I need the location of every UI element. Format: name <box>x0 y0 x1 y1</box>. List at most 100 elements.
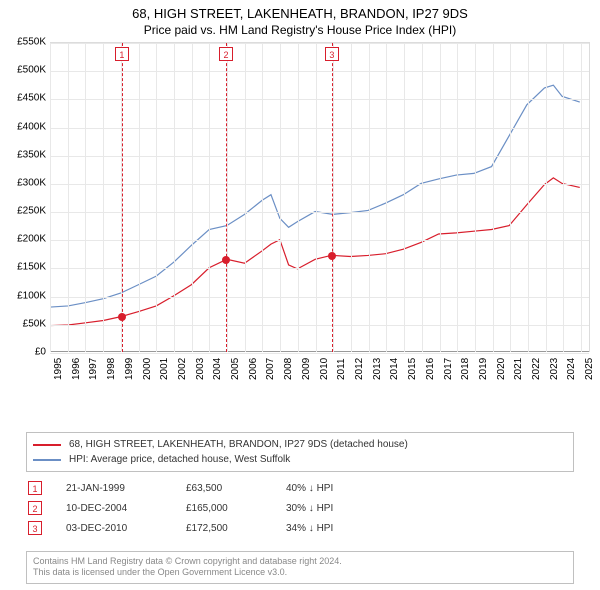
marker-line <box>122 43 123 352</box>
gridline-v <box>68 43 69 352</box>
legend-row-property: 68, HIGH STREET, LAKENHEATH, BRANDON, IP… <box>33 437 567 452</box>
marker-line <box>332 43 333 352</box>
xtick-label: 2000 <box>142 358 153 380</box>
xtick-label: 2012 <box>354 358 365 380</box>
xtick-label: 2003 <box>195 358 206 380</box>
marker-table: 121-JAN-1999£63,50040% ↓ HPI210-DEC-2004… <box>26 478 574 538</box>
gridline-v <box>103 43 104 352</box>
gridline-v <box>457 43 458 352</box>
xtick-label: 2018 <box>460 358 471 380</box>
xtick-label: 2011 <box>336 358 347 380</box>
gridline-v <box>510 43 511 352</box>
chart-area: 123 £0£50K£100K£150K£200K£250K£300K£350K… <box>0 42 600 392</box>
marker-table-price: £63,500 <box>186 483 286 494</box>
xtick-label: 1996 <box>71 358 82 380</box>
marker-point <box>222 256 230 264</box>
xtick-label: 2014 <box>389 358 400 380</box>
legend-row-hpi: HPI: Average price, detached house, West… <box>33 452 567 467</box>
xtick-label: 2022 <box>531 358 542 380</box>
gridline-h <box>50 99 589 100</box>
ytick-label: £550K <box>17 37 46 48</box>
xtick-label: 2017 <box>443 358 454 380</box>
gridline-v <box>139 43 140 352</box>
gridline-v <box>493 43 494 352</box>
xtick-label: 2023 <box>549 358 560 380</box>
gridline-v <box>227 43 228 352</box>
footer-line2: This data is licensed under the Open Gov… <box>33 567 567 579</box>
chart-title: 68, HIGH STREET, LAKENHEATH, BRANDON, IP… <box>0 6 600 21</box>
xtick-label: 1995 <box>53 358 64 380</box>
legend-swatch-hpi <box>33 459 61 461</box>
footer: Contains HM Land Registry data © Crown c… <box>26 551 574 584</box>
chart-subtitle: Price paid vs. HM Land Registry's House … <box>0 23 600 37</box>
legend-series-box: 68, HIGH STREET, LAKENHEATH, BRANDON, IP… <box>26 432 574 472</box>
gridline-v <box>440 43 441 352</box>
xtick-label: 2020 <box>496 358 507 380</box>
ytick-label: £250K <box>17 206 46 217</box>
ytick-label: £200K <box>17 234 46 245</box>
marker-box: 2 <box>219 47 233 61</box>
ytick-label: £300K <box>17 177 46 188</box>
gridline-h <box>50 325 589 326</box>
marker-table-row: 303-DEC-2010£172,50034% ↓ HPI <box>26 518 574 538</box>
gridline-h <box>50 71 589 72</box>
gridline-v <box>563 43 564 352</box>
ytick-label: £150K <box>17 262 46 273</box>
gridline-h <box>50 268 589 269</box>
xtick-label: 2019 <box>478 358 489 380</box>
marker-table-row: 210-DEC-2004£165,00030% ↓ HPI <box>26 498 574 518</box>
gridline-v <box>404 43 405 352</box>
legend-swatch-property <box>33 444 61 446</box>
xtick-label: 1998 <box>106 358 117 380</box>
gridline-v <box>245 43 246 352</box>
marker-table-box: 1 <box>28 481 42 495</box>
xtick-label: 1997 <box>88 358 99 380</box>
ytick-label: £400K <box>17 121 46 132</box>
xtick-label: 2016 <box>425 358 436 380</box>
legend-label-hpi: HPI: Average price, detached house, West… <box>69 454 290 465</box>
gridline-v <box>50 43 51 352</box>
marker-table-delta: 30% ↓ HPI <box>286 503 406 514</box>
plot-area: 1 2 3 <box>50 42 590 352</box>
marker-point <box>328 252 336 260</box>
footer-line1: Contains HM Land Registry data © Crown c… <box>33 556 567 568</box>
gridline-v <box>422 43 423 352</box>
xtick-label: 2024 <box>566 358 577 380</box>
title-block: 68, HIGH STREET, LAKENHEATH, BRANDON, IP… <box>0 0 600 39</box>
gridline-v <box>528 43 529 352</box>
marker-table-delta: 40% ↓ HPI <box>286 483 406 494</box>
gridline-v <box>369 43 370 352</box>
gridline-v <box>156 43 157 352</box>
xtick-label: 2005 <box>230 358 241 380</box>
gridline-v <box>333 43 334 352</box>
xtick-label: 2013 <box>372 358 383 380</box>
gridline-v <box>192 43 193 352</box>
legend: 68, HIGH STREET, LAKENHEATH, BRANDON, IP… <box>26 432 574 538</box>
marker-line <box>226 43 227 352</box>
xtick-label: 2001 <box>159 358 170 380</box>
marker-table-box: 2 <box>28 501 42 515</box>
ytick-label: £50K <box>23 318 46 329</box>
chart-container: 68, HIGH STREET, LAKENHEATH, BRANDON, IP… <box>0 0 600 590</box>
gridline-v <box>316 43 317 352</box>
gridline-v <box>351 43 352 352</box>
gridline-h <box>50 240 589 241</box>
xtick-label: 1999 <box>124 358 135 380</box>
marker-table-row: 121-JAN-1999£63,50040% ↓ HPI <box>26 478 574 498</box>
ytick-label: £450K <box>17 93 46 104</box>
marker-point <box>118 313 126 321</box>
gridline-h <box>50 43 589 44</box>
marker-box: 1 <box>115 47 129 61</box>
legend-label-property: 68, HIGH STREET, LAKENHEATH, BRANDON, IP… <box>69 439 408 450</box>
marker-box: 3 <box>325 47 339 61</box>
gridline-v <box>546 43 547 352</box>
gridline-v <box>475 43 476 352</box>
xtick-label: 2025 <box>584 358 595 380</box>
gridline-v <box>262 43 263 352</box>
xtick-label: 2010 <box>319 358 330 380</box>
marker-table-delta: 34% ↓ HPI <box>286 523 406 534</box>
xtick-label: 2006 <box>248 358 259 380</box>
xtick-label: 2008 <box>283 358 294 380</box>
xtick-label: 2009 <box>301 358 312 380</box>
marker-table-price: £165,000 <box>186 503 286 514</box>
